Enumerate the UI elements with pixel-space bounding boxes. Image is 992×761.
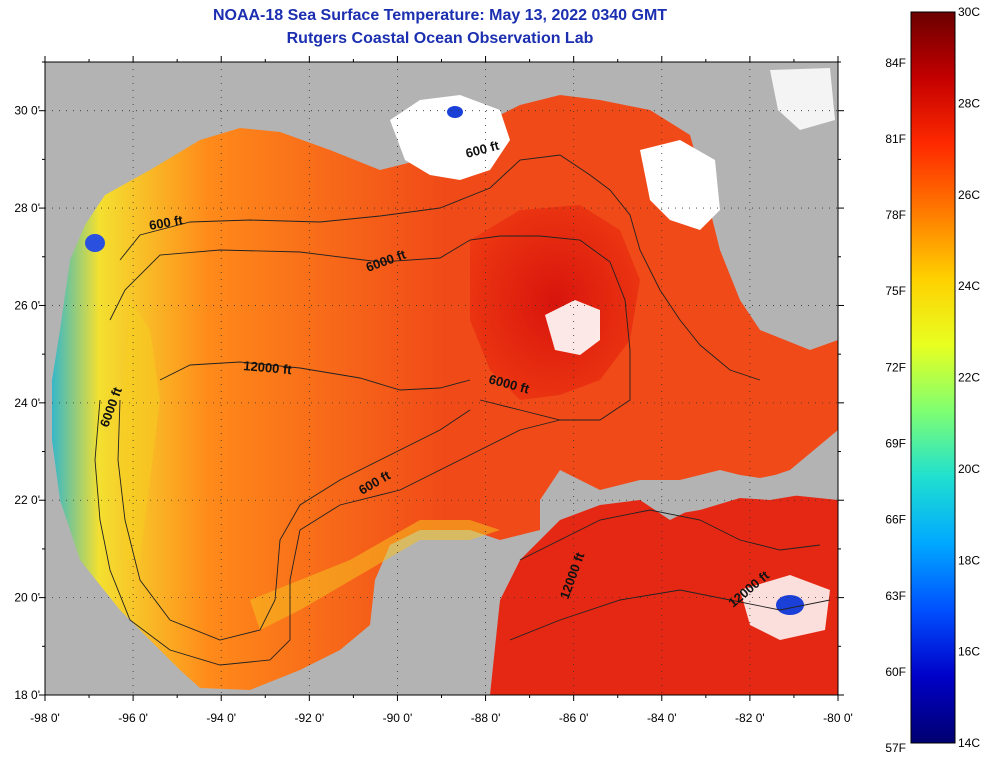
warm-streak-west	[120, 300, 160, 560]
cold-spot-caribbean	[776, 595, 804, 615]
longitude-labels: -98 0' -96 0' -94 0' -92 0' -90 0' -88 0' -86 …	[30, 711, 853, 725]
colorbar-fahrenheit-label: 57F	[885, 741, 906, 755]
colorbar	[910, 11, 956, 744]
bathymetry-contours	[94, 154, 831, 666]
lat-label: 26 0'	[14, 298, 40, 312]
colorbar-fahrenheit-label: 81F	[885, 132, 906, 146]
lon-label: -90 0'	[383, 711, 413, 725]
colorbar-fahrenheit-label: 60F	[885, 665, 906, 679]
colorbar-celsius-label: 20C	[958, 462, 980, 476]
cloud-loop	[545, 300, 600, 355]
cold-spot-north	[447, 106, 463, 118]
warm-streak-south	[250, 520, 500, 630]
contour-600-south	[94, 399, 561, 666]
lat-label: 30 0'	[14, 104, 40, 118]
map-title: NOAA-18 Sea Surface Temperature: May 13,…	[212, 7, 668, 24]
contour-6000-line	[109, 235, 631, 421]
colorbar-celsius-label: 26C	[958, 188, 980, 202]
lon-label: -80 0'	[823, 711, 853, 725]
contour-600-line	[119, 154, 761, 381]
florida-land	[700, 62, 838, 345]
contour-12000-line	[159, 361, 471, 391]
lat-label: 20 0'	[14, 591, 40, 605]
colorbar-celsius-label: 30C	[958, 5, 980, 19]
colorbar-celsius-label: 28C	[958, 96, 980, 110]
loop-current	[470, 205, 640, 400]
contour-6000-south	[117, 399, 471, 641]
axis-ticks	[39, 56, 844, 701]
cuba-land	[640, 460, 838, 515]
lon-label: -86 0'	[559, 711, 589, 725]
colorbar-fahrenheit-label: 72F	[885, 360, 906, 374]
colorbar-fahrenheit-label: 75F	[885, 284, 906, 298]
contour-label-2: 12000 ft	[243, 358, 293, 377]
colorbar-fahrenheit-label: 63F	[885, 589, 906, 603]
gulf-water	[52, 95, 838, 690]
yucatan-land	[375, 535, 520, 695]
colorbar-celsius-label: 18C	[958, 553, 980, 567]
colorbar-fahrenheit-label: 78F	[885, 208, 906, 222]
cold-spot-west	[85, 234, 105, 252]
lon-label: -88 0'	[471, 711, 501, 725]
cloud-north	[390, 95, 510, 180]
lat-label: 18 0'	[14, 688, 40, 702]
colorbar-fahrenheit-labels: 84F 81F 78F 75F 72F 69F 66F 63F 60F 57F	[885, 56, 906, 755]
colorbar-fahrenheit-label: 84F	[885, 56, 906, 70]
latitude-labels: 30 0' 28 0' 26 0' 24 0' 22 0' 20 0' 18 0'	[14, 104, 40, 702]
contour-label-0: 600 ft	[148, 212, 185, 233]
lon-label: -84 0'	[647, 711, 677, 725]
lon-label: -82 0'	[735, 711, 765, 725]
colorbar-celsius-label: 16C	[958, 645, 980, 659]
cloud-east	[770, 68, 835, 130]
cloud-florida	[640, 140, 720, 230]
lat-label: 22 0'	[14, 493, 40, 507]
lon-label: -96 0'	[118, 711, 148, 725]
colorbar-celsius-label: 14C	[958, 736, 980, 750]
lon-label: -92 0'	[295, 711, 325, 725]
colorbar-fahrenheit-label: 66F	[885, 513, 906, 527]
lat-label: 24 0'	[14, 396, 40, 410]
colorbar-celsius-labels: 30C 28C 26C 24C 22C 20C 18C 16C 14C	[958, 5, 980, 750]
contour-carib-2	[509, 589, 831, 641]
colorbar-fahrenheit-label: 69F	[885, 436, 906, 450]
colorbar-celsius-label: 22C	[958, 371, 980, 385]
lat-label: 28 0'	[14, 201, 40, 215]
lon-label: -94 0'	[206, 711, 236, 725]
contour-carib	[519, 509, 821, 561]
lon-label: -98 0'	[30, 711, 60, 725]
lat-lon-grid	[45, 62, 838, 695]
colorbar-celsius-label: 24C	[958, 279, 980, 293]
map-subtitle: Rutgers Coastal Ocean Observation Lab	[286, 30, 594, 47]
